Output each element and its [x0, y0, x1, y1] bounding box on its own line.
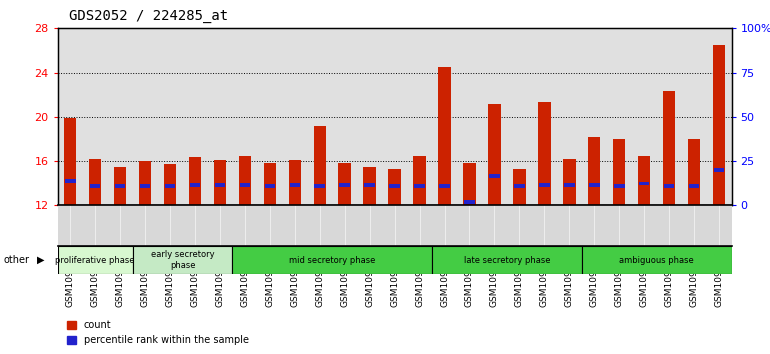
Bar	[132, 246, 233, 274]
Bar	[263, 163, 276, 205]
Text: ambiguous phase: ambiguous phase	[619, 256, 694, 265]
Bar	[613, 139, 625, 205]
Bar	[233, 246, 432, 274]
Bar	[488, 104, 500, 205]
Bar	[514, 184, 524, 188]
Bar	[364, 183, 375, 187]
Bar	[714, 168, 725, 172]
Bar	[239, 183, 250, 187]
Bar	[588, 137, 601, 205]
Text: GDS2052 / 224285_at: GDS2052 / 224285_at	[69, 9, 229, 23]
Bar	[115, 184, 126, 188]
Bar	[313, 126, 326, 205]
Bar	[164, 164, 176, 205]
Bar	[189, 157, 201, 205]
Bar	[140, 184, 150, 188]
Bar	[58, 246, 132, 274]
Bar	[139, 161, 152, 205]
Bar	[165, 184, 176, 188]
Bar	[339, 163, 351, 205]
Bar	[413, 155, 426, 205]
Bar	[432, 246, 582, 274]
Legend: count, percentile rank within the sample: count, percentile rank within the sample	[62, 316, 253, 349]
Bar	[464, 200, 475, 204]
Bar	[638, 155, 651, 205]
Text: mid secretory phase: mid secretory phase	[289, 256, 376, 265]
Bar	[340, 183, 350, 187]
Bar	[239, 155, 251, 205]
Bar	[464, 163, 476, 205]
Bar	[582, 246, 732, 274]
Bar	[414, 184, 425, 188]
Bar	[90, 184, 100, 188]
Bar	[265, 184, 275, 188]
Bar	[663, 91, 675, 205]
Bar	[664, 184, 675, 188]
Bar	[390, 184, 400, 188]
Bar	[564, 183, 574, 187]
Bar	[563, 159, 575, 205]
Bar	[189, 183, 200, 187]
Bar	[64, 118, 76, 205]
Bar	[538, 102, 551, 205]
Bar	[290, 183, 300, 187]
Text: ▶: ▶	[37, 255, 45, 265]
Bar	[614, 184, 624, 188]
Text: late secretory phase: late secretory phase	[464, 256, 551, 265]
Text: other: other	[4, 255, 30, 265]
Bar	[639, 182, 649, 185]
Bar	[489, 174, 500, 178]
Bar	[214, 160, 226, 205]
Bar	[438, 67, 450, 205]
Bar	[314, 184, 325, 188]
Text: proliferative phase: proliferative phase	[55, 256, 135, 265]
Bar	[363, 167, 376, 205]
Text: early secretory
phase: early secretory phase	[151, 251, 214, 270]
Bar	[513, 169, 526, 205]
Bar	[539, 183, 550, 187]
Bar	[65, 179, 75, 183]
Bar	[215, 183, 226, 187]
Bar	[114, 167, 126, 205]
Bar	[713, 45, 725, 205]
Bar	[439, 184, 450, 188]
Bar	[388, 169, 401, 205]
Bar	[589, 183, 600, 187]
Bar	[689, 184, 699, 188]
Bar	[289, 160, 301, 205]
Bar	[89, 159, 102, 205]
Bar	[688, 139, 700, 205]
